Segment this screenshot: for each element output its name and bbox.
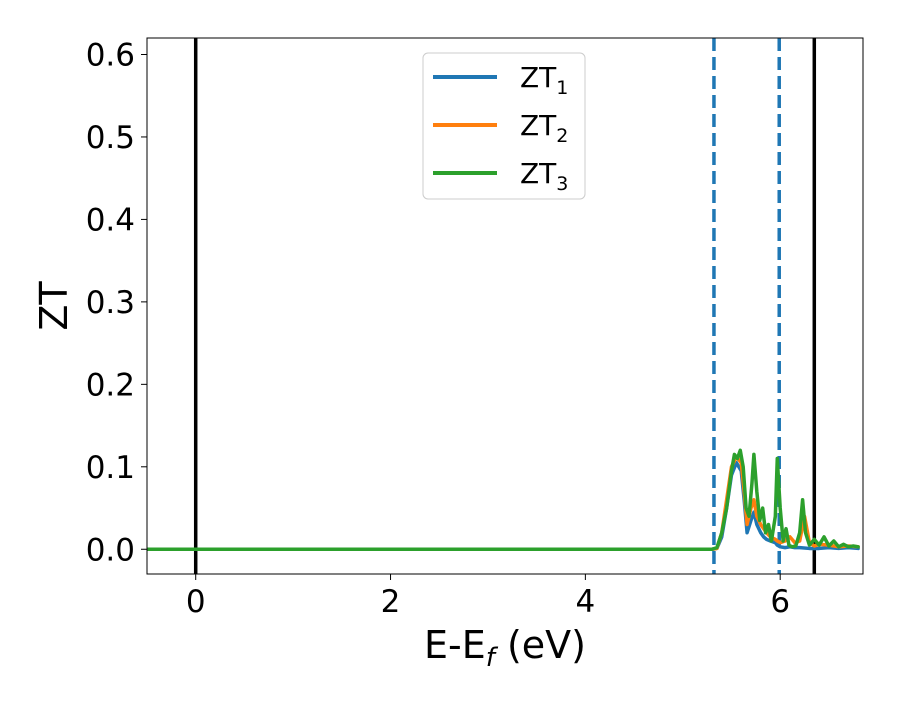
axes-frame xyxy=(146,37,864,575)
y-tick-label: 0.2 xyxy=(86,367,135,403)
legend: ZT1 ZT2 ZT3 xyxy=(422,52,586,200)
x-tick-label: 0 xyxy=(186,584,206,620)
x-axis-label-main: E-E xyxy=(424,623,486,667)
series-lines xyxy=(147,448,860,552)
series-line-zt3 xyxy=(147,448,860,552)
x-tick-label: 4 xyxy=(576,584,596,620)
y-tick-label: 0.1 xyxy=(86,450,135,486)
legend-label-zt3: ZT3 xyxy=(520,157,568,195)
y-tick-label: 0.6 xyxy=(86,37,135,73)
x-ticks: 0 2 4 6 xyxy=(186,574,790,620)
x-axis-label: E-Ef (eV) xyxy=(424,623,586,673)
x-tick-label: 6 xyxy=(770,584,790,620)
y-axis-label: ZT xyxy=(32,281,76,331)
y-tick-label: 0.3 xyxy=(86,285,135,321)
x-tick-label: 2 xyxy=(381,584,401,620)
legend-label-zt2: ZT2 xyxy=(520,109,568,147)
legend-box xyxy=(422,52,586,200)
y-tick-label: 0.4 xyxy=(86,202,135,238)
legend-label-zt1: ZT1 xyxy=(520,61,568,99)
y-ticks: 0.0 0.1 0.2 0.3 0.4 0.5 0.6 xyxy=(86,37,147,568)
x-axis-label-unit: (eV) xyxy=(495,623,586,667)
y-tick-label: 0.0 xyxy=(86,532,135,568)
y-tick-label: 0.5 xyxy=(86,120,135,156)
